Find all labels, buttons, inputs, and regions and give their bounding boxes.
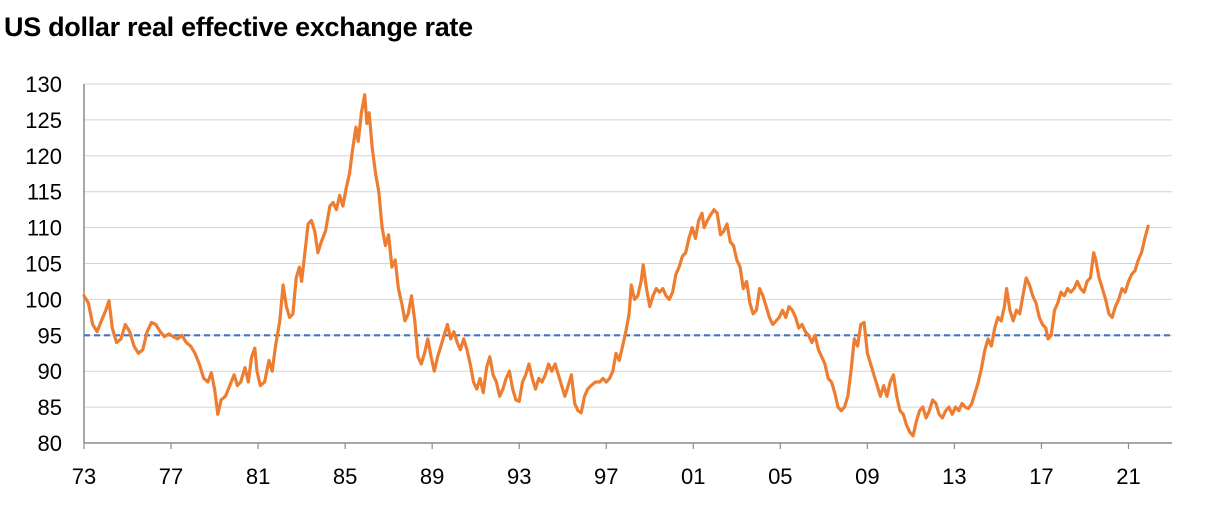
y-tick-label-100: 100 xyxy=(25,287,62,312)
series-group xyxy=(82,93,1150,438)
x-tick-label-81: 81 xyxy=(246,464,270,489)
x-tick-label-17: 17 xyxy=(1029,464,1053,489)
y-tick-label-85: 85 xyxy=(38,395,62,420)
y-tick-label-80: 80 xyxy=(38,431,62,456)
x-tick-label-09: 09 xyxy=(855,464,879,489)
x-tick-label-13: 13 xyxy=(942,464,966,489)
series-line-0 xyxy=(82,93,1150,438)
x-tick-label-73: 73 xyxy=(72,464,96,489)
y-tick-label-120: 120 xyxy=(25,144,62,169)
y-tick-label-105: 105 xyxy=(25,252,62,277)
x-tick-label-85: 85 xyxy=(333,464,357,489)
x-tick-label-77: 77 xyxy=(159,464,183,489)
x-tick-label-01: 01 xyxy=(681,464,705,489)
x-tick-label-97: 97 xyxy=(594,464,618,489)
x-tick-label-21: 21 xyxy=(1116,464,1140,489)
y-tick-label-90: 90 xyxy=(38,359,62,384)
y-tick-label-115: 115 xyxy=(27,180,62,205)
x-axis-ticks: 73 77 81 85 89 93 97 01 05 09 13 17 21 xyxy=(72,464,1141,489)
gridlines xyxy=(84,83,1172,408)
y-tick-label-130: 130 xyxy=(25,72,62,97)
x-tick-label-89: 89 xyxy=(420,464,444,489)
y-tick-label-125: 125 xyxy=(25,108,62,133)
x-tick-label-93: 93 xyxy=(507,464,531,489)
axes xyxy=(83,84,1172,449)
x-tick-label-05: 05 xyxy=(768,464,792,489)
y-axis-ticks: 80 85 90 95 100 105 110 115 120 125 130 xyxy=(25,72,62,456)
y-tick-label-95: 95 xyxy=(38,323,62,348)
chart-title: US dollar real effective exchange rate xyxy=(4,12,473,42)
y-tick-label-110: 110 xyxy=(27,216,62,241)
